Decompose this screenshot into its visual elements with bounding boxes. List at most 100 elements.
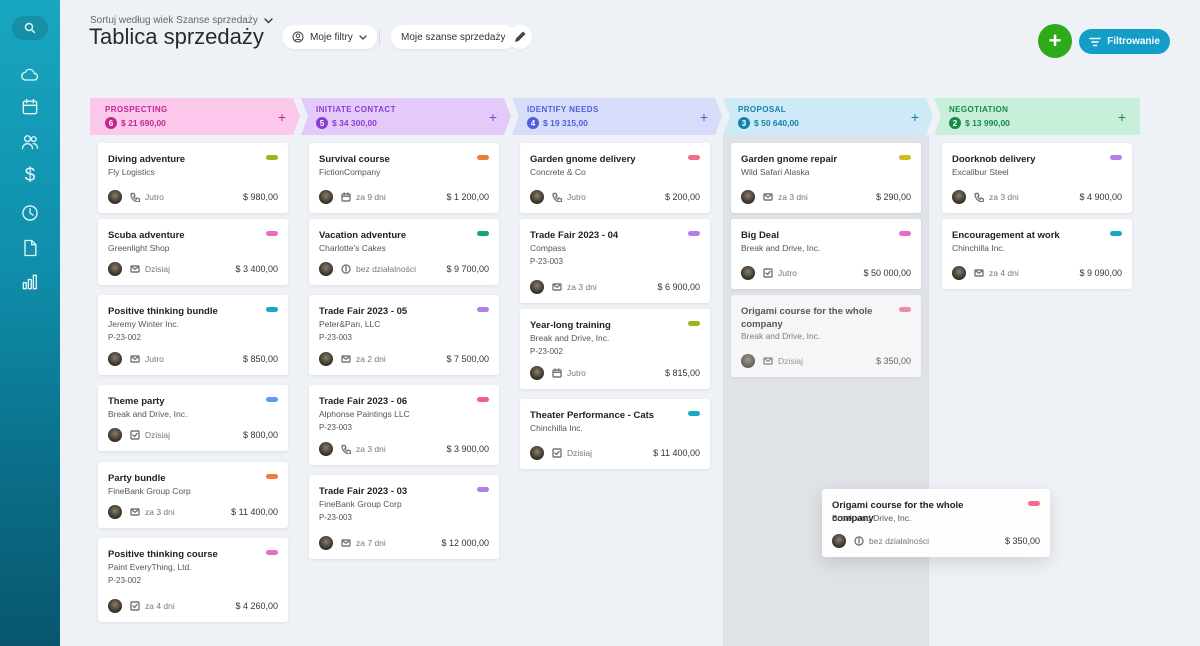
mail-icon[interactable] xyxy=(550,280,564,294)
deal-card[interactable]: Vacation adventure Charlotte's Cakes bez… xyxy=(309,219,499,285)
deal-card[interactable]: Theme party Break and Drive, Inc. Dzisia… xyxy=(98,385,288,451)
stage-header-negotiation[interactable]: NEGOTIATION 2 $ 13 990,00 + xyxy=(934,98,1140,135)
activity-due: Dzisiaj xyxy=(145,264,171,274)
check-icon[interactable] xyxy=(761,266,775,280)
add-to-stage-button[interactable]: + xyxy=(1117,109,1126,125)
deal-footer: Jutro $ 850,00 xyxy=(108,352,278,366)
document-icon[interactable] xyxy=(18,236,42,260)
deal-card[interactable]: Origami course for the whole company Bre… xyxy=(731,295,921,377)
deal-card[interactable]: Scuba adventure Greenlight Shop Dzisiaj … xyxy=(98,219,288,285)
stage-header-initiate-contact[interactable]: INITIATE CONTACT 5 $ 34 300,00 + xyxy=(301,98,511,135)
phone-icon[interactable] xyxy=(339,442,353,456)
phone-icon[interactable] xyxy=(972,190,986,204)
deal-card[interactable]: Trade Fair 2023 - 05 Peter&Pan, LLC P-23… xyxy=(309,295,499,375)
deal-card[interactable]: Big Deal Break and Drive, Inc. Jutro $ 5… xyxy=(731,219,921,289)
deal-footer: za 7 dni $ 12 000,00 xyxy=(319,536,489,550)
avatar[interactable] xyxy=(108,262,122,276)
phone-icon[interactable] xyxy=(550,190,564,204)
deal-card[interactable]: Encouragement at work Chinchilla Inc. za… xyxy=(942,219,1132,289)
stage-count-badge: 6 xyxy=(105,117,117,129)
check-icon[interactable] xyxy=(128,428,142,442)
avatar[interactable] xyxy=(741,190,755,204)
mail-icon[interactable] xyxy=(339,352,353,366)
dollar-icon[interactable]: $ xyxy=(24,165,36,186)
edit-button[interactable] xyxy=(508,25,532,49)
add-to-stage-button[interactable]: + xyxy=(910,109,919,125)
deal-card[interactable]: Theater Performance - Cats Chinchilla In… xyxy=(520,399,710,469)
dragged-deal-card[interactable]: Origami course for the whole company Bre… xyxy=(822,489,1050,557)
avatar[interactable] xyxy=(108,599,122,613)
avatar[interactable] xyxy=(741,266,755,280)
avatar[interactable] xyxy=(530,446,544,460)
add-to-stage-button[interactable]: + xyxy=(699,109,708,125)
deal-company: Break and Drive, Inc. xyxy=(530,333,610,343)
deal-card[interactable]: Diving adventure Fly Logistics Jutro $ 9… xyxy=(98,143,288,213)
people-icon[interactable] xyxy=(18,130,42,154)
activity-due: Jutro xyxy=(145,192,164,202)
deal-card[interactable]: Trade Fair 2023 - 06 Alphonse Paintings … xyxy=(309,385,499,465)
deal-card[interactable]: Trade Fair 2023 - 03 FineBank Group Corp… xyxy=(309,475,499,559)
avatar[interactable] xyxy=(108,505,122,519)
check-icon[interactable] xyxy=(550,446,564,460)
avatar[interactable] xyxy=(108,428,122,442)
deal-card[interactable]: Trade Fair 2023 - 04 Compass P-23-003 za… xyxy=(520,219,710,303)
cloud-icon[interactable] xyxy=(18,63,42,87)
bar-chart-icon[interactable] xyxy=(18,270,42,294)
deal-card[interactable]: Positive thinking bundle Jeremy Winter I… xyxy=(98,295,288,375)
avatar[interactable] xyxy=(319,536,333,550)
info-icon[interactable] xyxy=(339,262,353,276)
info-icon[interactable] xyxy=(852,534,866,548)
mail-icon[interactable] xyxy=(128,262,142,276)
avatar[interactable] xyxy=(319,262,333,276)
label-tag xyxy=(899,231,911,236)
deal-card[interactable]: Garden gnome repair Wild Safari Alaska z… xyxy=(731,143,921,213)
stage-header-identify-needs[interactable]: IDENTIFY NEEDS 4 $ 19 315,00 + xyxy=(512,98,722,135)
sort-dropdown[interactable]: Sortuj według wiek Szanse sprzedaży xyxy=(90,15,273,26)
stage-header-proposal[interactable]: PROPOSAL 3 $ 50 640,00 + xyxy=(723,98,933,135)
mail-icon[interactable] xyxy=(128,505,142,519)
calendar-icon[interactable] xyxy=(18,95,42,119)
my-filters-button[interactable]: Moje filtry xyxy=(282,25,377,49)
clock-icon[interactable] xyxy=(18,201,42,225)
deal-footer: Jutro $ 980,00 xyxy=(108,190,278,204)
deal-card[interactable]: Positive thinking course Paint EveryThin… xyxy=(98,538,288,622)
mail-icon[interactable] xyxy=(761,190,775,204)
avatar[interactable] xyxy=(319,352,333,366)
stage-header-prospecting[interactable]: PROSPECTING 6 $ 21 690,00 + xyxy=(90,98,300,135)
mail-icon[interactable] xyxy=(339,536,353,550)
avatar[interactable] xyxy=(108,190,122,204)
calendar-icon[interactable] xyxy=(339,190,353,204)
check-icon[interactable] xyxy=(128,599,142,613)
avatar[interactable] xyxy=(530,190,544,204)
avatar[interactable] xyxy=(108,352,122,366)
filter-button[interactable]: Filtrowanie xyxy=(1079,29,1170,54)
add-to-stage-button[interactable]: + xyxy=(488,109,497,125)
mail-icon[interactable] xyxy=(761,354,775,368)
deal-card[interactable]: Garden gnome delivery Concrete & Co Jutr… xyxy=(520,143,710,213)
avatar[interactable] xyxy=(319,190,333,204)
deal-card[interactable]: Year-long training Break and Drive, Inc.… xyxy=(520,309,710,389)
deal-company: FineBank Group Corp xyxy=(319,499,402,509)
label-tag xyxy=(688,321,700,326)
avatar[interactable] xyxy=(530,366,544,380)
search-button[interactable] xyxy=(12,16,48,40)
my-filters-label: Moje filtry xyxy=(310,31,353,43)
mail-icon[interactable] xyxy=(972,266,986,280)
avatar[interactable] xyxy=(952,190,966,204)
avatar[interactable] xyxy=(530,280,544,294)
deal-footer: Jutro $ 815,00 xyxy=(530,366,700,380)
mail-icon[interactable] xyxy=(128,352,142,366)
add-to-stage-button[interactable]: + xyxy=(277,109,286,125)
avatar[interactable] xyxy=(741,354,755,368)
avatar[interactable] xyxy=(952,266,966,280)
my-deals-button[interactable]: Moje szanse sprzedaży xyxy=(391,25,516,49)
phone-icon[interactable] xyxy=(128,190,142,204)
avatar[interactable] xyxy=(832,534,846,548)
deal-card[interactable]: Survival course FictionCompany za 9 dni … xyxy=(309,143,499,213)
avatar[interactable] xyxy=(319,442,333,456)
deal-card[interactable]: Party bundle FineBank Group Corp za 3 dn… xyxy=(98,462,288,528)
add-deal-button[interactable]: + xyxy=(1038,24,1072,58)
stage-name: PROPOSAL xyxy=(738,105,787,114)
deal-card[interactable]: Doorknob delivery Excalibur Steel za 3 d… xyxy=(942,143,1132,213)
calendar-icon[interactable] xyxy=(550,366,564,380)
